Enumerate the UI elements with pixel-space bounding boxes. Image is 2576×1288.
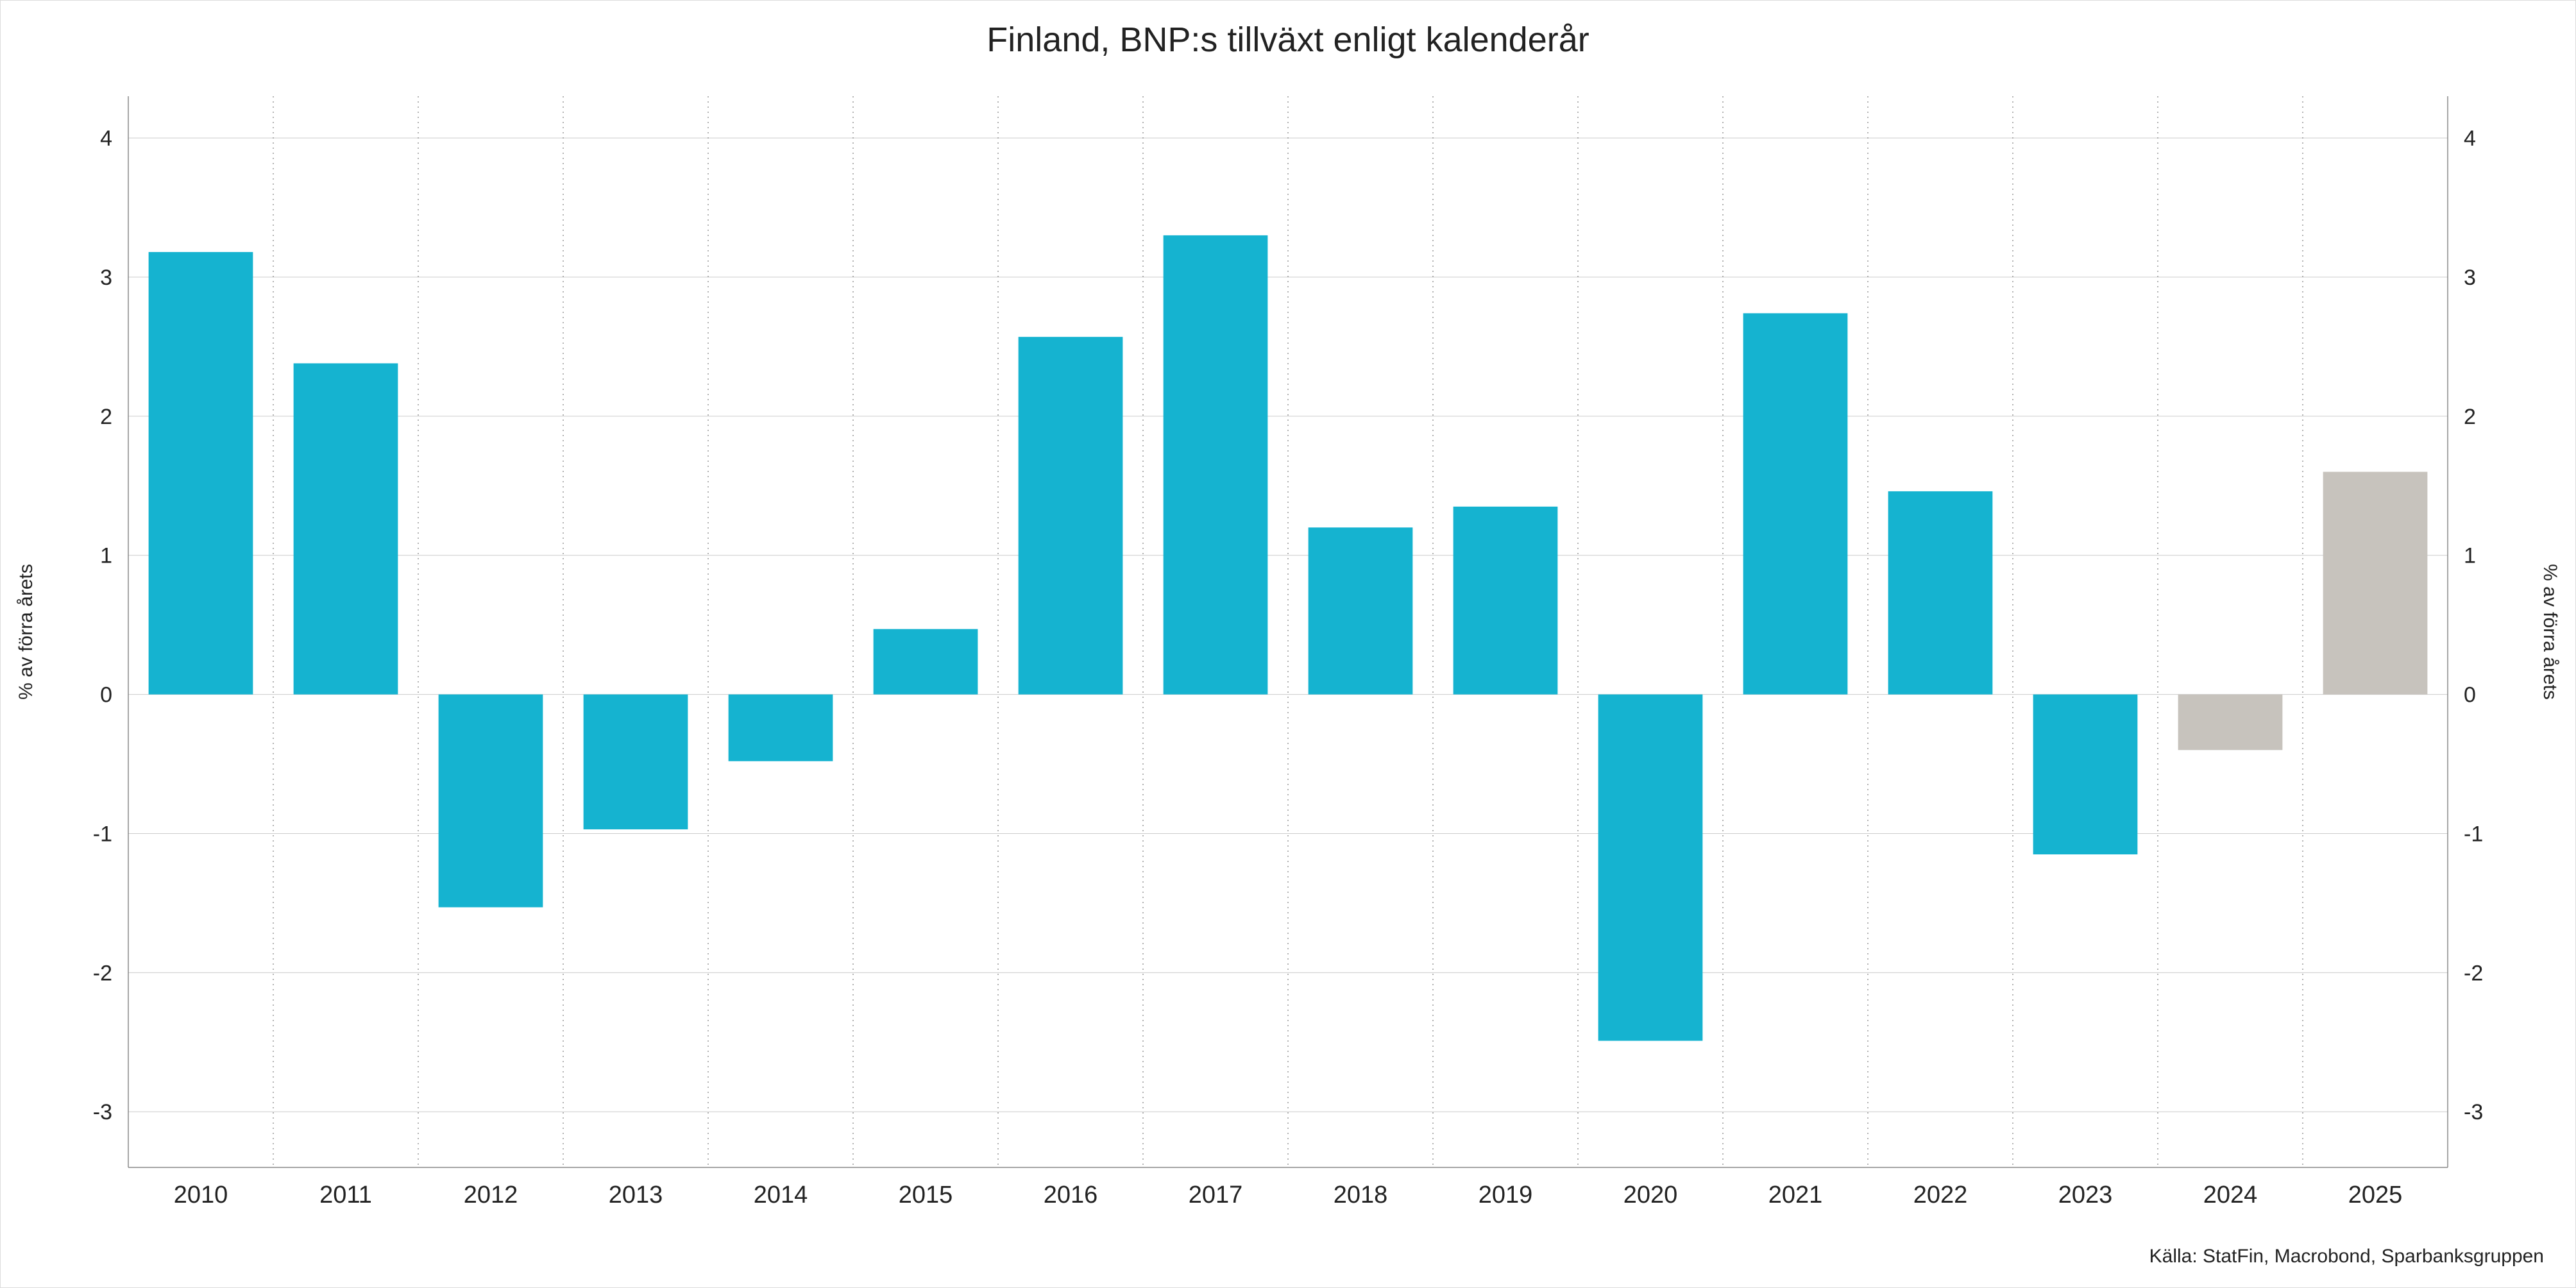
y-tick-right: 0 — [2464, 683, 2476, 708]
bar — [874, 629, 978, 695]
y-tick-left: 1 — [100, 544, 112, 568]
source-text: Källa: StatFin, Macrobond, Sparbanksgrup… — [2149, 1246, 2544, 1267]
y-tick-right: -1 — [2464, 822, 2483, 846]
plot-bg — [128, 96, 2448, 1167]
x-tick-label: 2025 — [2348, 1182, 2403, 1208]
bar — [439, 695, 543, 908]
x-tick-label: 2012 — [464, 1182, 518, 1208]
x-tick-label: 2023 — [2058, 1182, 2113, 1208]
y-tick-right: 2 — [2464, 405, 2476, 429]
bar — [729, 695, 833, 761]
x-tick-label: 2016 — [1044, 1182, 1098, 1208]
x-tick-label: 2022 — [1913, 1182, 1968, 1208]
x-tick-label: 2017 — [1189, 1182, 1243, 1208]
y-tick-left: 4 — [100, 126, 112, 151]
bar — [1888, 491, 1993, 695]
bar — [2033, 695, 2138, 854]
y-tick-left: -3 — [93, 1100, 112, 1124]
y-tick-right: 4 — [2464, 126, 2476, 151]
chart-container: -3 -3 -2 -2 -1 -1 0 0 1 1 2 2 3 3 4 4 2010 2011 2012 2013 20… — [0, 0, 2576, 1288]
bar — [1019, 337, 1123, 694]
x-tick-label: 2020 — [1623, 1182, 1678, 1208]
x-tick-label: 2018 — [1334, 1182, 1388, 1208]
x-tick-label: 2011 — [319, 1182, 372, 1208]
bar-chart: -3 -3 -2 -2 -1 -1 0 0 1 1 2 2 3 3 4 4 2010 2011 2012 2013 20… — [0, 0, 2576, 1288]
x-tick-label: 2024 — [2203, 1182, 2258, 1208]
bar — [1598, 695, 1703, 1041]
bar — [2178, 695, 2283, 750]
bar — [1309, 527, 1413, 694]
bar — [149, 252, 253, 695]
x-tick-label: 2021 — [1768, 1182, 1823, 1208]
chart-title: Finland, BNP:s tillväxt enligt kalenderå… — [987, 21, 1589, 59]
y-tick-left: -2 — [93, 961, 112, 985]
x-tick-label: 2010 — [174, 1182, 228, 1208]
x-tick-label: 2019 — [1479, 1182, 1533, 1208]
y-tick-right: -2 — [2464, 961, 2483, 985]
y-tick-right: -3 — [2464, 1100, 2483, 1124]
y-tick-right: 1 — [2464, 544, 2476, 568]
x-tick-label: 2015 — [899, 1182, 953, 1208]
x-tick-label: 2013 — [609, 1182, 663, 1208]
y-tick-right: 3 — [2464, 266, 2476, 290]
x-tick-label: 2014 — [754, 1182, 808, 1208]
bar — [1743, 313, 1848, 694]
bar — [584, 695, 688, 829]
y-tick-left: -1 — [93, 822, 112, 846]
y-tick-left: 2 — [100, 405, 112, 429]
y-tick-left: 3 — [100, 266, 112, 290]
y-tick-left: 0 — [100, 683, 112, 708]
bar — [2323, 472, 2428, 695]
y-label-right: % av förra årets — [2539, 564, 2561, 700]
bar — [1453, 507, 1558, 695]
y-label-left: % av förra årets — [15, 564, 37, 700]
bar — [1164, 235, 1268, 695]
bar — [294, 363, 398, 694]
